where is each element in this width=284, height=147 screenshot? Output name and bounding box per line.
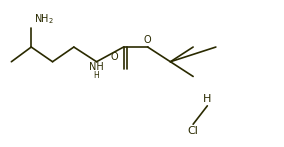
Text: NH: NH xyxy=(89,62,104,72)
Text: O: O xyxy=(144,35,151,45)
Text: H: H xyxy=(94,71,99,80)
Text: NH$_2$: NH$_2$ xyxy=(34,13,54,26)
Text: H: H xyxy=(203,94,212,104)
Text: O: O xyxy=(111,52,118,62)
Text: Cl: Cl xyxy=(188,126,199,136)
